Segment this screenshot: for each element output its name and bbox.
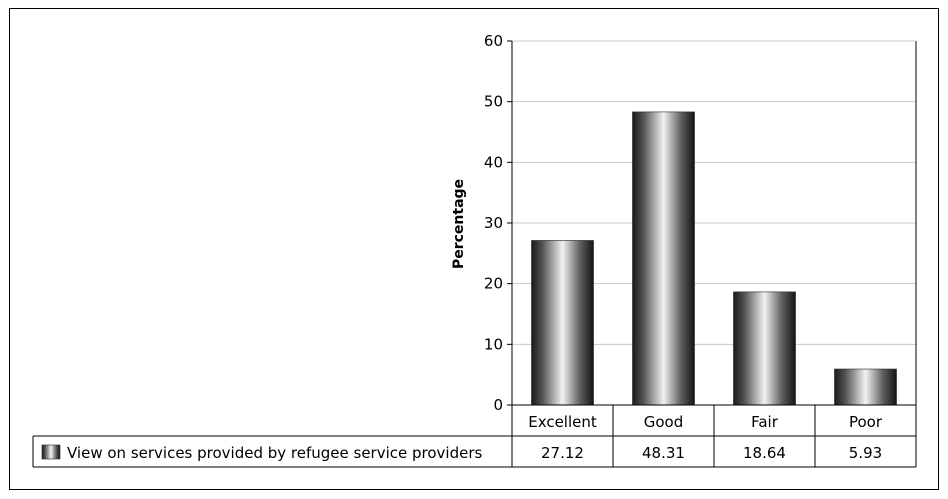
y-axis-title: Percentage xyxy=(451,179,467,269)
x-tick-label: Poor xyxy=(849,413,883,431)
bar-poor xyxy=(834,368,897,406)
bar-fair xyxy=(733,291,796,406)
data-table: View on services provided by refugee ser… xyxy=(32,404,917,468)
data-label: 48.31 xyxy=(642,444,685,462)
y-tick-label: 20 xyxy=(484,275,503,293)
data-label: 18.64 xyxy=(743,444,786,462)
data-label: 27.12 xyxy=(541,444,584,462)
y-tick-label: 60 xyxy=(484,32,503,50)
y-tick-label: 30 xyxy=(484,214,503,232)
legend-swatch xyxy=(41,444,61,460)
bar-excellent xyxy=(531,240,594,406)
y-ticks: 0 10 20 30 40 50 60 xyxy=(484,32,512,414)
y-tick-label: 10 xyxy=(484,335,503,353)
data-label: 5.93 xyxy=(849,444,882,462)
chart-frame xyxy=(9,8,939,490)
x-tick-label: Good xyxy=(644,413,684,431)
y-tick-label: 0 xyxy=(493,396,503,414)
y-tick-label: 40 xyxy=(484,153,503,171)
bar-good xyxy=(632,111,695,406)
legend-swatch-bar xyxy=(41,444,61,460)
x-tick-label: Fair xyxy=(751,413,779,431)
y-tick-label: 50 xyxy=(484,93,503,111)
x-tick-label: Excellent xyxy=(528,413,597,431)
legend-series-name: View on services provided by refugee ser… xyxy=(67,444,483,462)
bars xyxy=(531,111,897,406)
